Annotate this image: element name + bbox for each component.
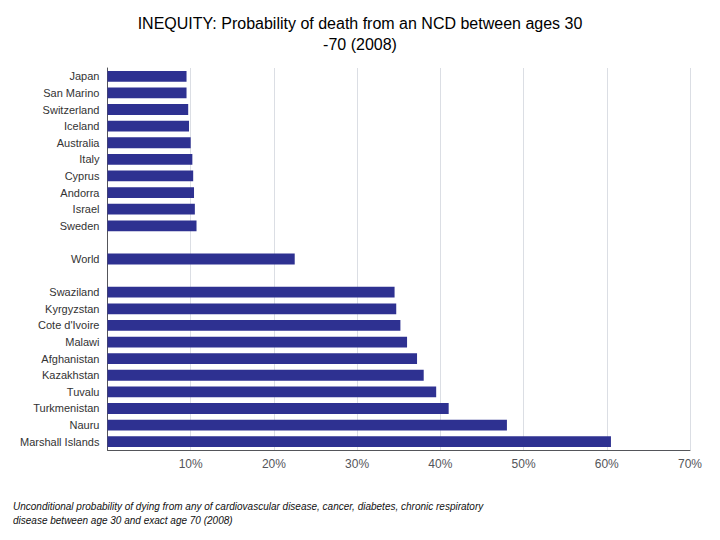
svg-text:Kazakhstan: Kazakhstan: [42, 369, 99, 381]
svg-text:INEQUITY: Probability of death: INEQUITY: Probability of death from an N…: [138, 15, 583, 32]
svg-text:Kyrgyzstan: Kyrgyzstan: [45, 303, 99, 315]
svg-text:Japan: Japan: [69, 70, 99, 82]
svg-text:-70 (2008): -70 (2008): [323, 36, 397, 53]
svg-text:Swaziland: Swaziland: [49, 286, 99, 298]
svg-text:Cyprus: Cyprus: [65, 170, 100, 182]
svg-text:Cote d'Ivoire: Cote d'Ivoire: [38, 319, 99, 331]
svg-text:Tuvalu: Tuvalu: [67, 386, 100, 398]
svg-text:disease between age 30 and exa: disease between age 30 and exact age 70 …: [13, 515, 233, 526]
svg-text:20%: 20%: [262, 457, 286, 471]
svg-text:70%: 70%: [678, 457, 702, 471]
svg-text:60%: 60%: [595, 457, 619, 471]
svg-text:Switzerland: Switzerland: [43, 104, 100, 116]
svg-text:50%: 50%: [512, 457, 536, 471]
svg-text:Afghanistan: Afghanistan: [41, 353, 99, 365]
svg-text:Turkmenistan: Turkmenistan: [33, 402, 99, 414]
svg-text:Australia: Australia: [57, 137, 101, 149]
svg-text:World: World: [71, 253, 100, 265]
svg-text:10%: 10%: [179, 457, 203, 471]
svg-text:Iceland: Iceland: [64, 120, 99, 132]
svg-text:Sweden: Sweden: [60, 220, 100, 232]
svg-text:Unconditional probability of d: Unconditional probability of dying from …: [13, 501, 484, 512]
svg-text:Italy: Italy: [79, 153, 100, 165]
svg-text:Israel: Israel: [73, 203, 100, 215]
svg-text:Malawi: Malawi: [65, 336, 99, 348]
svg-text:Nauru: Nauru: [70, 419, 100, 431]
svg-text:30%: 30%: [345, 457, 369, 471]
svg-text:40%: 40%: [428, 457, 452, 471]
svg-text:Andorra: Andorra: [60, 187, 100, 199]
svg-text:Marshall Islands: Marshall Islands: [20, 436, 100, 448]
svg-text:San Marino: San Marino: [43, 87, 99, 99]
